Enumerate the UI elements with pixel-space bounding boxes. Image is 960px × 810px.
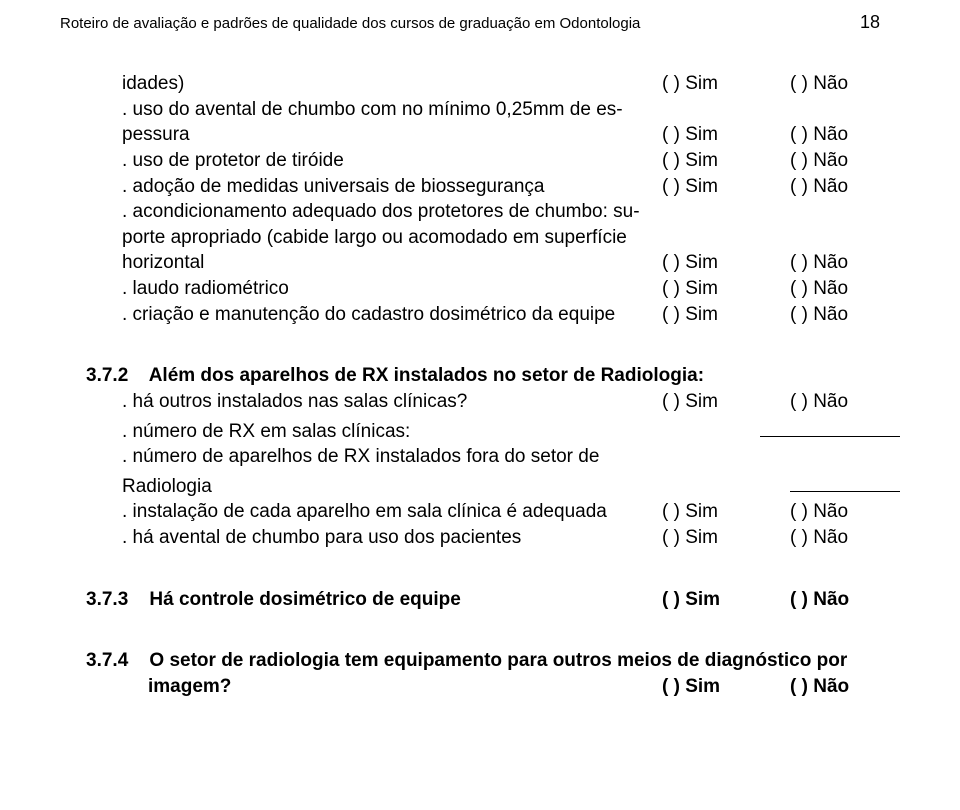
list-item-label: porte apropriado (cabide largo ou acomod… [122, 225, 900, 251]
section-374-sim: ( ) Sim [644, 674, 772, 700]
blank-line [760, 415, 900, 437]
list-item-line: . instalação de cada aparelho em sala cl… [60, 499, 900, 525]
option-sim: ( ) Sim [644, 148, 772, 174]
list-item-line: idades)( ) Sim( ) Não [60, 71, 900, 97]
section-374-num: 3.7.4 [86, 650, 128, 671]
section-373-num: 3.7.3 [86, 589, 128, 610]
list-item-line: . adoção de medidas universais de biosse… [60, 174, 900, 200]
section-373-title: Há controle dosimétrico de equipe [149, 589, 460, 610]
list-item-line: . laudo radiométrico( ) Sim( ) Não [60, 276, 900, 302]
list-item-label: Radiologia [122, 474, 790, 500]
option-sim: ( ) Sim [644, 389, 772, 415]
option-sim: ( ) Sim [644, 276, 772, 302]
list-item-label: . instalação de cada aparelho em sala cl… [122, 499, 644, 525]
list-item-label: . número de aparelhos de RX instalados f… [122, 444, 900, 470]
section-374-title-line1: O setor de radiologia tem equipamento pa… [149, 650, 847, 671]
section-374-nao: ( ) Não [772, 674, 900, 700]
list-item-line: . número de RX em salas clínicas: [60, 415, 900, 445]
option-nao: ( ) Não [772, 71, 900, 97]
list-item-label: . acondicionamento adequado dos protetor… [122, 199, 900, 225]
section-373-sim: ( ) Sim [644, 587, 772, 613]
list-item-line: . uso de protetor de tiróide( ) Sim( ) N… [60, 148, 900, 174]
list-item-line: Radiologia [60, 470, 900, 500]
list-item-label: . há avental de chumbo para uso dos paci… [122, 525, 644, 551]
option-nao: ( ) Não [772, 302, 900, 328]
list-item-line: porte apropriado (cabide largo ou acomod… [60, 225, 900, 251]
section-372-heading: 3.7.2 Além dos aparelhos de RX instalado… [60, 363, 900, 389]
list-item-line: . há outros instalados nas salas clínica… [60, 389, 900, 415]
option-sim: ( ) Sim [644, 122, 772, 148]
option-nao: ( ) Não [772, 525, 900, 551]
list-item-label: . há outros instalados nas salas clínica… [122, 389, 644, 415]
section-374-title-line2: imagem? [148, 674, 644, 700]
section-372-title: Além dos aparelhos de RX instalados no s… [149, 365, 704, 386]
list-item-line: . criação e manutenção do cadastro dosim… [60, 302, 900, 328]
list-item-line: horizontal( ) Sim( ) Não [60, 250, 900, 276]
list-item-label: pessura [122, 122, 644, 148]
list-item-line: . número de aparelhos de RX instalados f… [60, 444, 900, 470]
list-item-label: . criação e manutenção do cadastro dosim… [122, 302, 644, 328]
list-item-label: . adoção de medidas universais de biosse… [122, 174, 644, 200]
page-header: Roteiro de avaliação e padrões de qualid… [60, 12, 900, 33]
option-nao: ( ) Não [772, 174, 900, 200]
option-nao: ( ) Não [772, 250, 900, 276]
section-374-heading: 3.7.4 O setor de radiologia tem equipame… [60, 648, 900, 699]
list-item-label: . número de RX em salas clínicas: [122, 419, 760, 445]
header-title: Roteiro de avaliação e padrões de qualid… [60, 15, 640, 32]
document-page: Roteiro de avaliação e padrões de qualid… [0, 0, 960, 740]
option-sim: ( ) Sim [644, 499, 772, 525]
option-sim: ( ) Sim [644, 525, 772, 551]
list-item-label: horizontal [122, 250, 644, 276]
section-372-items: . há outros instalados nas salas clínica… [60, 389, 900, 551]
section-372-num: 3.7.2 [86, 365, 128, 386]
option-nao: ( ) Não [772, 148, 900, 174]
option-sim: ( ) Sim [644, 302, 772, 328]
top-items-list: idades)( ) Sim( ) Não. uso do avental de… [60, 71, 900, 327]
list-item-label: idades) [122, 71, 644, 97]
option-nao: ( ) Não [772, 499, 900, 525]
option-nao: ( ) Não [772, 389, 900, 415]
header-page-number: 18 [860, 12, 900, 33]
option-sim: ( ) Sim [644, 174, 772, 200]
list-item-line: . acondicionamento adequado dos protetor… [60, 199, 900, 225]
option-nao: ( ) Não [772, 122, 900, 148]
option-nao: ( ) Não [772, 276, 900, 302]
list-item-label: . uso de protetor de tiróide [122, 148, 644, 174]
section-373-nao: ( ) Não [772, 587, 900, 613]
list-item-line: . uso do avental de chumbo com no mínimo… [60, 97, 900, 123]
blank-line [790, 470, 900, 492]
list-item-label: . laudo radiométrico [122, 276, 644, 302]
list-item-line: . há avental de chumbo para uso dos paci… [60, 525, 900, 551]
option-sim: ( ) Sim [644, 250, 772, 276]
option-sim: ( ) Sim [644, 71, 772, 97]
list-item-line: pessura( ) Sim( ) Não [60, 122, 900, 148]
section-373-row: 3.7.3 Há controle dosimétrico de equipe … [60, 587, 900, 613]
list-item-label: . uso do avental de chumbo com no mínimo… [122, 97, 900, 123]
